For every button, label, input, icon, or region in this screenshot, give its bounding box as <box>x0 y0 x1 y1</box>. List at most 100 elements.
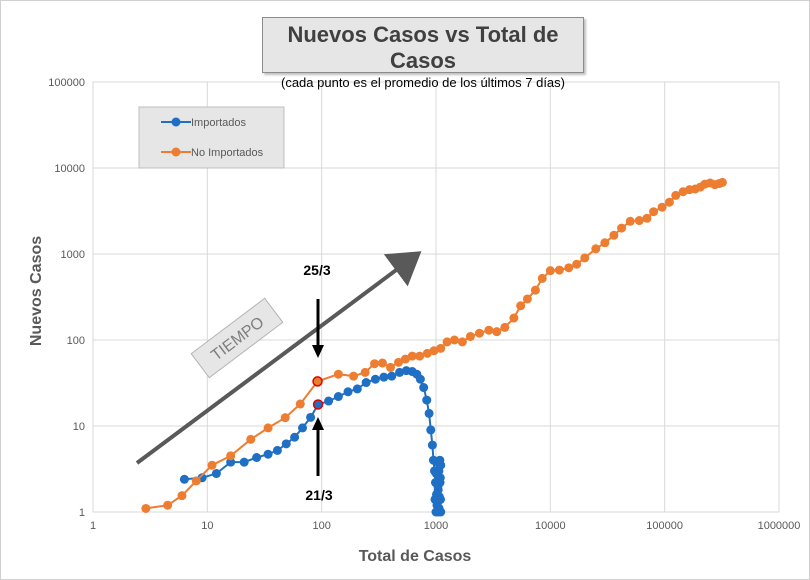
data-point-no-importados <box>246 434 256 444</box>
lower-marker-label: 21/3 <box>305 487 332 503</box>
data-point-no-importados <box>600 238 610 248</box>
y-tick-label: 1 <box>79 507 85 519</box>
data-point-importados <box>387 371 397 381</box>
data-point-importados <box>436 494 446 504</box>
x-tick-label: 100000 <box>646 520 683 532</box>
data-point-no-importados <box>226 451 236 461</box>
data-point-no-importados <box>333 369 343 379</box>
data-point-no-importados <box>394 357 404 367</box>
data-point-no-importados <box>657 202 667 212</box>
data-point-no-importados <box>436 343 446 353</box>
highlight-point <box>312 376 323 387</box>
data-point-importados <box>427 440 437 450</box>
data-point-importados <box>290 432 300 442</box>
data-point-no-importados <box>415 351 425 361</box>
data-point-importados <box>298 423 308 433</box>
data-point-no-importados <box>407 351 417 361</box>
lower-marker-arrowhead <box>312 417 324 430</box>
data-point-no-importados <box>492 327 502 337</box>
y-tick-label: 100000 <box>48 77 85 89</box>
data-point-no-importados <box>516 301 526 311</box>
data-point-importados <box>379 372 389 382</box>
data-point-no-importados <box>522 294 532 304</box>
y-tick-label: 10000 <box>54 163 85 175</box>
data-point-no-importados <box>580 253 590 263</box>
data-point-importados <box>211 469 221 479</box>
data-point-no-importados <box>207 460 217 470</box>
data-point-no-importados <box>634 216 644 226</box>
data-point-no-importados <box>572 259 582 269</box>
data-point-importados <box>424 408 434 418</box>
data-point-no-importados <box>280 413 290 423</box>
data-point-importados <box>252 453 262 463</box>
data-point-importados <box>352 384 362 394</box>
data-point-no-importados <box>177 491 187 501</box>
data-point-no-importados <box>591 244 601 254</box>
data-point-no-importados <box>500 322 510 332</box>
data-point-no-importados <box>370 359 380 369</box>
data-point-importados <box>324 396 334 406</box>
upper-marker-label: 25/3 <box>303 262 330 278</box>
data-point-no-importados <box>442 337 452 347</box>
chart-title: Nuevos Casos vs Total de Casos <box>287 22 559 73</box>
x-tick-label: 10 <box>201 520 213 532</box>
data-point-importados <box>239 457 249 467</box>
legend-label-no-importados: No Importados <box>191 147 264 159</box>
data-point-importados <box>272 445 282 455</box>
x-tick-label: 100 <box>312 520 330 532</box>
data-point-no-importados <box>664 197 674 207</box>
upper-marker-arrowhead <box>312 345 324 358</box>
x-tick-label: 1 <box>90 520 96 532</box>
chart-subtitle: (cada punto es el promedio de los último… <box>281 75 565 90</box>
data-point-importados <box>422 395 432 405</box>
data-point-no-importados <box>537 273 547 283</box>
data-point-no-importados <box>554 265 564 275</box>
tick-layer: 1 10 100 1000 10000 100000 1000000 1 10 100 1000 10… <box>48 77 800 532</box>
data-point-no-importados <box>609 230 619 240</box>
legend-marker-importados <box>171 117 181 127</box>
data-point-importados <box>415 374 425 384</box>
data-point-no-importados <box>400 354 410 364</box>
data-point-no-importados <box>474 328 484 338</box>
data-point-importados <box>433 485 443 495</box>
x-tick-label: 1000 <box>424 520 448 532</box>
data-point-importados <box>306 412 316 422</box>
data-point-no-importados <box>484 325 494 335</box>
data-point-no-importados <box>457 337 467 347</box>
data-point-importados <box>426 425 436 435</box>
data-point-no-importados <box>649 207 659 217</box>
data-point-no-importados <box>263 423 273 433</box>
data-point-no-importados <box>141 503 151 513</box>
data-point-no-importados <box>545 266 555 276</box>
data-point-importados <box>263 449 273 459</box>
data-point-importados <box>343 387 353 397</box>
y-axis-title: Nuevos Casos <box>28 236 45 346</box>
x-tick-label: 1000000 <box>758 520 801 532</box>
data-point-no-importados <box>530 285 540 295</box>
data-point-importados <box>179 474 189 484</box>
data-point-importados <box>281 439 291 449</box>
x-axis-title: Total de Casos <box>359 548 472 565</box>
data-point-importados <box>226 457 236 467</box>
data-point-importados <box>333 392 343 402</box>
data-point-importados <box>395 367 405 377</box>
series-layer <box>141 177 727 517</box>
data-point-no-importados <box>449 335 459 345</box>
series-importados <box>179 366 446 517</box>
y-tick-label: 100 <box>67 335 85 347</box>
data-point-no-importados <box>163 500 173 510</box>
y-tick-label: 10 <box>73 421 85 433</box>
data-point-no-importados <box>642 213 652 223</box>
time-arrow <box>135 251 422 465</box>
data-point-importados <box>370 374 380 384</box>
data-point-no-importados <box>717 177 727 187</box>
data-point-no-importados <box>625 216 635 226</box>
data-point-no-importados <box>386 362 396 372</box>
data-point-no-importados <box>360 367 370 377</box>
data-point-no-importados <box>349 371 359 381</box>
data-point-importados <box>419 383 429 393</box>
data-point-no-importados <box>191 476 201 486</box>
data-point-no-importados <box>509 313 519 323</box>
